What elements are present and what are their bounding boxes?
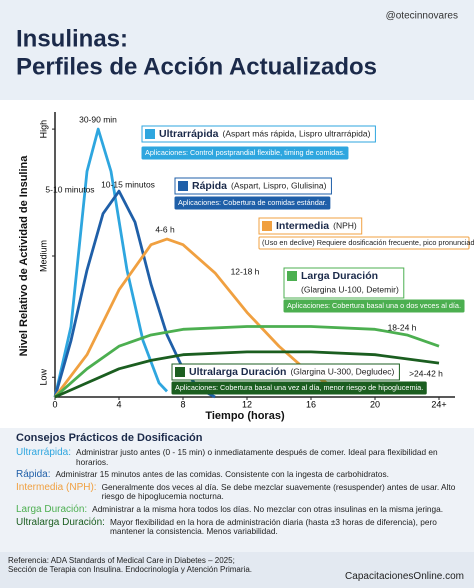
note-bg [141,146,349,160]
site: CapacitacionesOnline.com [345,571,464,582]
line [53,127,169,398]
annotation: 18-24 h [388,322,417,332]
legend-note: Aplicaciones: Cobertura basal una o dos … [287,301,461,310]
tip-label: Intermedia (NPH): [16,481,97,493]
legend-name: Ultrarrápida [159,128,219,140]
annotation: 10-15 minutos [101,179,155,189]
tip-row: Rápida: Administrar 15 minutos antes de l… [16,470,458,480]
tip-text: Mayor flexibilidad en la hora de adminis… [109,516,437,537]
tip-row: Larga Duración: Administrar a la misma ho… [16,503,458,515]
y-tick-label: Low [38,369,48,386]
tip-label: Rápida: [16,469,51,481]
chart: @otecinnovares Insulinas: Perfiles de Ac… [0,0,474,428]
tip-row: Ultrarrápida: Administrar justo antes (0 … [16,447,458,467]
legend-detail: (Aspart, Lispro, Glulisina) [231,180,327,190]
x-tick-label: 20 [370,399,380,409]
line [53,237,344,398]
annotation: 30-90 min [79,114,117,124]
legend-swatch [178,181,188,191]
tips: Consejos Prácticos de Dosificación Ultra… [0,428,474,552]
legend-detail: (Glargina U-300, Degludec) [290,366,394,376]
legend-swatch [175,367,185,377]
legend-note: (Uso en declive) Requiere dosificación f… [262,238,474,247]
tips-rows: Ultrarrápida: Administrar justo antes (0 … [16,447,458,537]
legend-box [171,363,400,381]
line [54,350,440,399]
legend-note: Aplicaciones: Cobertura de comidas están… [178,198,327,207]
header-bg [0,0,474,100]
legend-swatch [287,271,297,281]
legend-note: Aplicaciones: Control postprandial flexi… [145,148,345,157]
tip-row: Intermedia (NPH): Generalmente dos veces … [16,481,458,502]
handle: @otecinnovares [386,11,458,22]
legend-box [283,267,405,299]
legend-swatch [145,129,155,139]
legend-detail: (Aspart más rápida, Lispro ultrarrápida) [223,128,371,138]
y-tick-label: High [38,120,48,139]
title: Perfiles de Acción Actualizados [16,53,377,80]
annotation: 12-18 h [231,266,260,276]
x-tick-label: 8 [180,399,185,409]
note-bg [258,236,470,250]
annotation: 4-6 h [155,224,175,234]
legend-name: Ultralarga Duración [189,366,286,378]
legend-box [141,125,376,143]
y-tick-label: Medium [38,240,48,272]
tip-text: Generalmente dos veces al día. Se debe m… [101,481,456,502]
note-bg [174,196,331,210]
tip-text: Administrar justo antes (0 - 15 min) o i… [76,447,438,467]
legend-box [258,217,363,235]
legend-swatch [262,221,272,231]
legend-name: Intermedia [276,220,329,232]
x-tick-label: 4 [116,399,121,409]
legend-name: Rápida [192,180,227,192]
footer: Referencia: ADA Standards of Medical Car… [0,552,474,588]
annotation: 5-10 minutos [45,184,94,194]
x-axis-label: Tiempo (horas) [205,410,285,422]
legend-note: Aplicaciones: Cobertura basal una vez al… [175,383,423,392]
line [54,325,440,399]
legend-detail: (NPH) [333,220,357,230]
tip-label: Ultrarrápida: [16,447,72,458]
y-axis-label: Nivel Relativo de Actividad de Insulina [18,155,30,357]
legend-detail: (Glargina U-100, Detemir) [301,284,399,294]
note-bg [171,381,427,395]
x-tick-label: 12 [242,399,252,409]
x-tick-label: 24+ [431,399,446,409]
tip-text: Administrar a la misma hora todos los dí… [92,503,444,514]
tip-label: Larga Duración: [16,503,88,515]
tip-row: Ultralarga Duración: Mayor flexibilidad e… [16,516,458,537]
tips-title: Consejos Prácticos de Dosificación [16,432,203,444]
legend-name: Larga Duración [301,270,378,282]
note-bg [283,299,465,313]
annotation: >24-42 h [409,368,443,378]
title: Insulinas: [16,25,128,52]
x-tick-label: 16 [306,399,316,409]
reference: Referencia: ADA Standards of Medical Car… [8,556,235,565]
tip-text: Administrar 15 minutos antes de las comi… [55,469,389,480]
legend-box [174,177,332,195]
reference: Sección de Terapia con Insulina. Endocri… [8,565,252,574]
x-tick-label: 0 [52,399,57,409]
tip-label: Ultralarga Duración: [16,516,105,528]
